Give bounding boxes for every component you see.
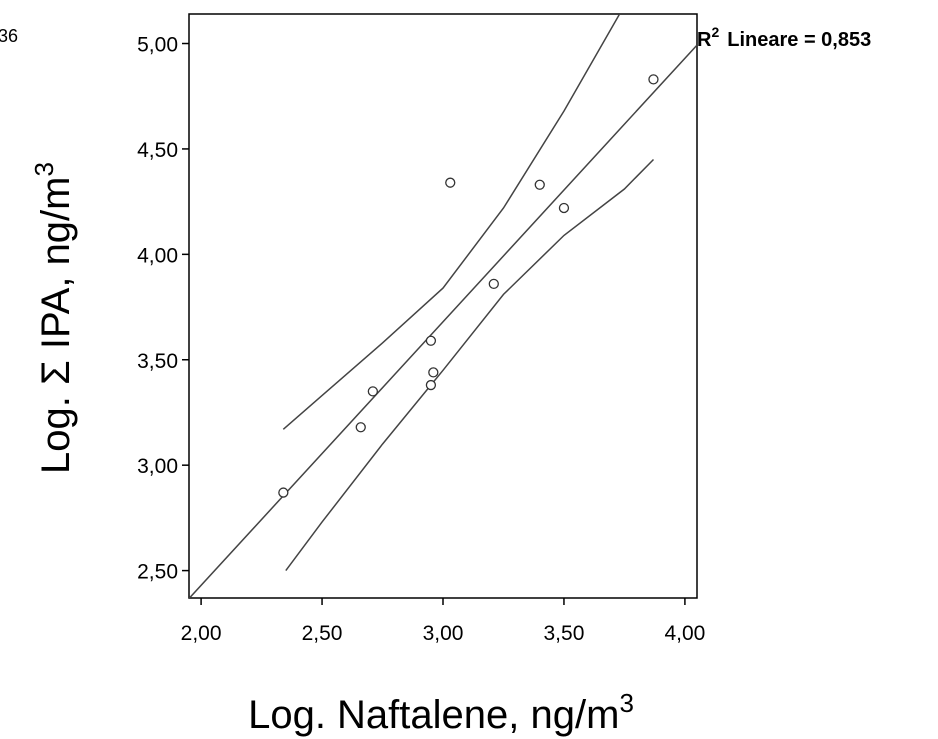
x-axis-title: Log. Naftalene, ng/m3 xyxy=(248,688,634,737)
data-point xyxy=(428,367,439,378)
data-point xyxy=(367,386,378,397)
y-tick-label: 4,00 xyxy=(137,244,178,267)
data-point xyxy=(425,335,437,346)
fit-curves xyxy=(189,14,697,598)
y-tick-label: 4,50 xyxy=(137,139,178,162)
data-point xyxy=(278,487,289,498)
data-point xyxy=(445,177,456,188)
data-points xyxy=(278,74,659,498)
x-tick-label: 2,50 xyxy=(302,622,343,645)
confidence-upper-curve xyxy=(282,14,621,430)
y-tick-label: 2,50 xyxy=(137,561,178,584)
data-point xyxy=(558,202,570,214)
y-axis: 2,50 3,00 3,50 4,00 4,50 5,00 xyxy=(137,34,189,584)
confidence-lower-curve xyxy=(285,158,655,572)
plot-border xyxy=(188,13,698,599)
data-point xyxy=(355,422,366,433)
x-tick-label: 2,00 xyxy=(181,622,222,645)
r2-label: R2 Lineare = 0,853 xyxy=(697,24,871,51)
y-axis-title: Log. Σ IPA, ng/m3 xyxy=(29,162,78,474)
y-tick-label: 5,00 xyxy=(137,34,178,57)
x-tick-label: 3,00 xyxy=(423,622,464,645)
corner-text: 36 xyxy=(0,26,18,46)
x-tick-label: 4,00 xyxy=(664,622,705,645)
regression-line xyxy=(189,44,697,598)
data-point xyxy=(488,278,499,290)
plot-area xyxy=(188,13,698,599)
data-point xyxy=(534,179,545,190)
y-tick-label: 3,00 xyxy=(137,455,178,478)
x-tick-label: 3,50 xyxy=(544,622,585,645)
x-axis: 2,00 2,50 3,00 3,50 4,00 xyxy=(181,598,705,645)
data-point xyxy=(425,379,437,391)
data-point xyxy=(648,74,659,85)
y-tick-label: 3,50 xyxy=(137,350,178,373)
